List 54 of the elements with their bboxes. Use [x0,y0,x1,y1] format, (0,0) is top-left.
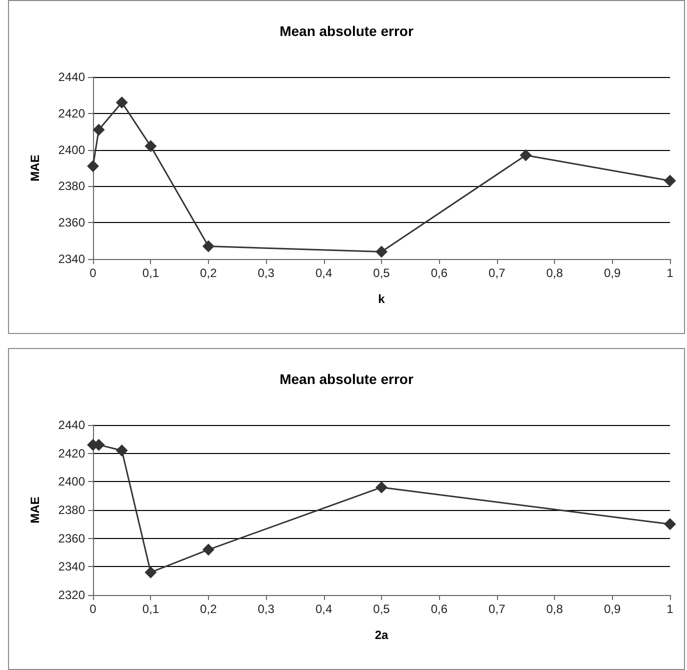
y-tick-label: 2360 [58,216,86,230]
y-axis-title: MAE [28,154,42,182]
x-tick-label: 0,5 [373,602,390,616]
x-tick-label: 0,8 [546,602,564,616]
x-tick-label: 0,2 [200,266,218,280]
y-tick-label: 2420 [58,446,86,460]
x-tick-label: 0,2 [200,602,218,616]
x-tick-label: 0,4 [315,602,332,616]
point [144,566,157,578]
point [664,174,676,187]
y-tick-label: 2320 [58,588,86,602]
x-tick-label: 0,9 [604,266,621,280]
point [202,544,214,556]
y-tick-label: 2440 [58,70,86,84]
x-tick-label: 1 [666,602,674,616]
y-tick-label: 2420 [58,106,86,120]
y-tick-label: 2340 [58,560,86,574]
x-tick-label: 0,3 [258,266,275,280]
y-axis-title: MAE [28,496,42,524]
x-tick-label: 0,7 [488,266,506,280]
point [87,160,99,172]
point [116,444,128,456]
x-tick-label: 1 [666,266,674,280]
point [92,124,105,136]
y-tick-label: 2380 [58,179,86,194]
point [116,96,128,108]
y-tick-label: 2400 [58,474,86,489]
point [376,481,388,494]
y-tick-label: 2400 [58,142,86,157]
x-tick-label: 0,4 [315,266,332,280]
y-tick-label: 2360 [58,531,86,546]
x-tick-label: 0,6 [430,602,448,616]
y-tick-label: 2440 [58,418,86,432]
x-tick-label: 0,9 [604,602,621,616]
chart-title: Mean absolute error [280,23,414,39]
x-tick-label: 0,5 [373,266,390,280]
x-axis-title: k [378,292,386,306]
x-tick-label: 0,8 [546,266,564,280]
y-tick-label: 2340 [58,252,86,266]
point [144,140,157,152]
x-tick-label: 0,7 [488,602,506,616]
x-tick-label: 0 [90,602,97,616]
x-tick-label: 0,6 [430,266,448,280]
point [664,518,676,530]
x-tick-label: 0 [90,266,97,280]
point [520,149,532,162]
chart-title: Mean absolute error [280,371,414,387]
point [376,246,388,258]
x-axis-title: 2a [374,628,388,642]
point [202,240,214,252]
x-tick-label: 0,1 [142,602,160,616]
y-tick-label: 2380 [58,503,86,517]
x-tick-label: 0,3 [258,602,275,616]
x-tick-label: 0,1 [142,266,160,280]
